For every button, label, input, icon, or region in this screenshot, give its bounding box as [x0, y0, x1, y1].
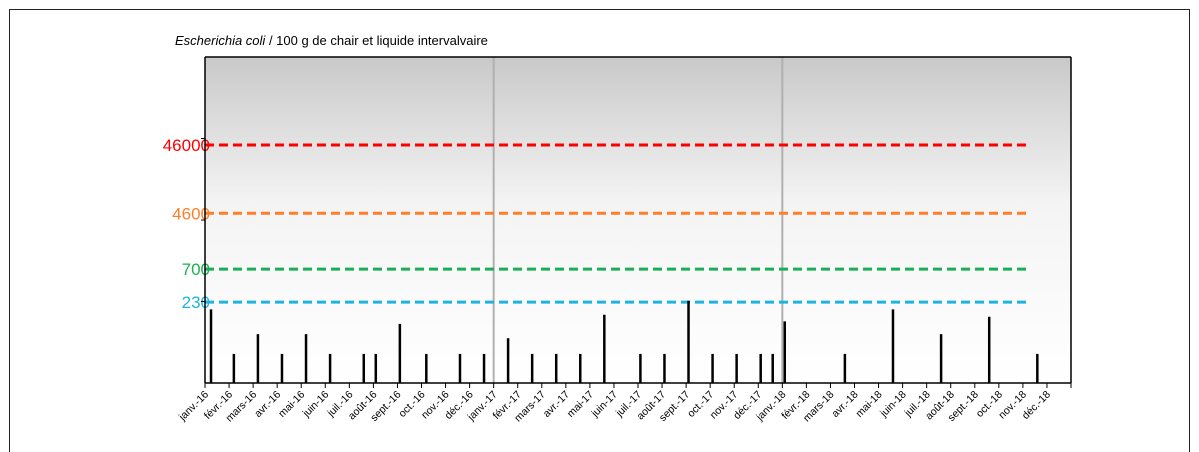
x-tick-label: juin-18 [877, 389, 909, 421]
threshold-label: 4600 [172, 204, 210, 223]
threshold-label: 230 [182, 293, 210, 312]
plot-area [205, 57, 1071, 383]
chart-title: Escherichia coli / 100 g de chair et liq… [175, 33, 488, 48]
threshold-label: 46000 [163, 136, 210, 155]
x-tick-label: juin-16 [300, 389, 332, 421]
x-tick-label: mai-16 [276, 389, 307, 420]
title-rest: / 100 g de chair et liquide intervalvair… [265, 33, 488, 48]
title-italic: Escherichia coli [175, 33, 266, 48]
x-tick-label: juin-17 [589, 389, 621, 421]
x-tick-label: mai-17 [565, 389, 596, 420]
threshold-label: 700 [182, 260, 210, 279]
x-tick-label: mai-18 [853, 389, 884, 420]
